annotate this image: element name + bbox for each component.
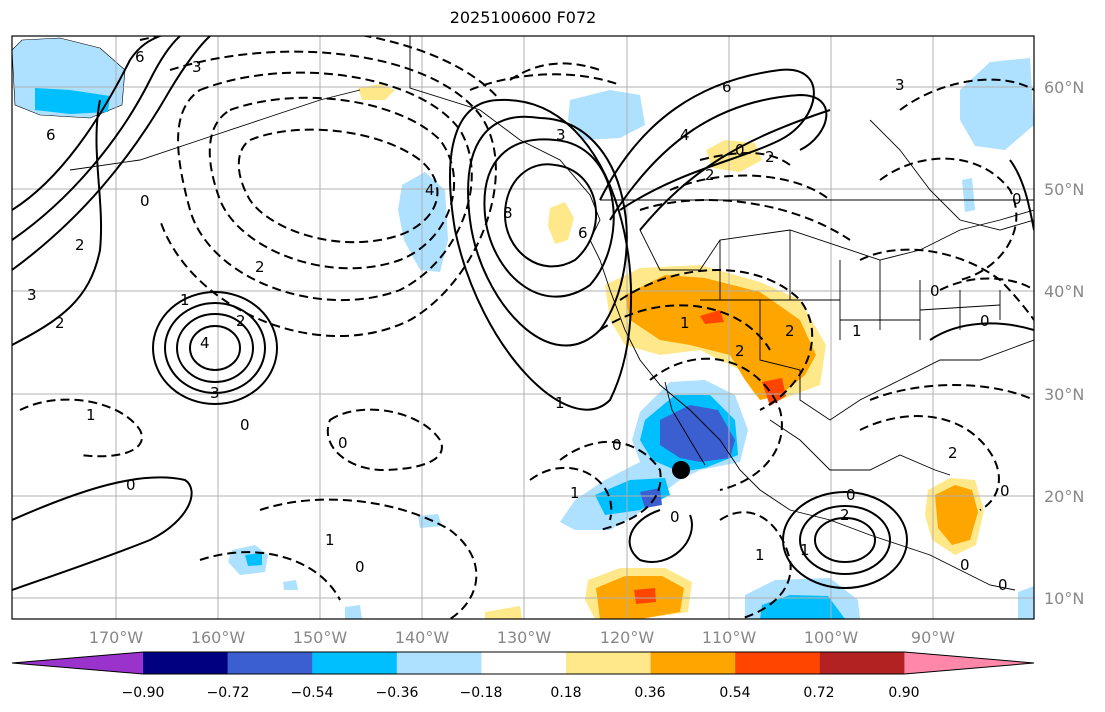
positive-contours — [12, 36, 1034, 591]
negative-contours — [19, 36, 1034, 619]
contour-label: 2 — [236, 312, 246, 330]
colorbar-ticks: −0.90 −0.72 −0.54 −0.36 −0.18 0.18 0.36 … — [122, 685, 920, 701]
colorbar-segment — [396, 652, 482, 674]
lon-label: 130°W — [497, 628, 552, 647]
contour-label: 3 — [192, 58, 202, 76]
lat-label: 30°N — [1044, 385, 1084, 404]
contour-label: 1 — [852, 322, 862, 340]
colorbar-tick-label: −0.72 — [207, 685, 250, 701]
colorbar-tick-label: 0.90 — [888, 685, 919, 701]
contour-label: 0 — [846, 486, 856, 504]
contour-label: 2 — [948, 444, 958, 462]
contour-label: 8 — [503, 204, 513, 222]
contour-label: 2 — [705, 166, 715, 184]
contour-label: 1 — [180, 291, 190, 309]
lon-label: 170°W — [89, 628, 144, 647]
contour-label: 1 — [570, 484, 580, 502]
contour-label: 0 — [140, 192, 150, 210]
contour-label: 4 — [200, 334, 210, 352]
colorbar-segment — [566, 652, 652, 674]
contour-label: 6 — [135, 48, 145, 66]
contour-label: 2 — [55, 314, 65, 332]
contour-label: 3 — [210, 384, 220, 402]
colorbar-segment — [227, 652, 313, 674]
colorbar-tick-label: 0.36 — [634, 685, 665, 701]
contour-label: 3 — [27, 286, 37, 304]
contour-label: 4 — [425, 181, 435, 199]
contour-label: 0 — [998, 576, 1008, 594]
contour-label: 2 — [75, 236, 85, 254]
colorbar-extend-high — [904, 652, 1034, 674]
contour-label: 0 — [930, 282, 940, 300]
colorbar-tick-label: −0.54 — [291, 685, 334, 701]
contour-label: 1 — [555, 394, 565, 412]
contour-label: 0 — [980, 312, 990, 330]
lon-label: 140°W — [395, 628, 450, 647]
contour-label: 0 — [612, 436, 622, 454]
colorbar-tick-label: −0.18 — [460, 685, 503, 701]
position-marker — [672, 461, 690, 479]
colorbar-tick-label: 0.54 — [719, 685, 750, 701]
colorbar-tick-label: −0.90 — [122, 685, 165, 701]
shaded-anomalies — [12, 37, 1034, 619]
contour-label: 1 — [86, 406, 96, 424]
contour-label: 6 — [578, 224, 588, 242]
lat-label: 40°N — [1044, 282, 1084, 301]
contour-label: 2 — [765, 148, 775, 166]
contour-label: 0 — [735, 141, 745, 159]
colorbar-segment — [819, 652, 905, 674]
contour-labels: 6 3 6 0 2 3 2 2 1 3 2 4 0 3 8 6 4 6 2 4 … — [27, 48, 1022, 594]
contour-label: 2 — [840, 506, 850, 524]
map-title: 2025100600 F072 — [449, 8, 597, 27]
colorbar-tick-label: 0.18 — [550, 685, 581, 701]
coastlines — [69, 36, 1034, 591]
contour-label: 2 — [255, 258, 265, 276]
contour-label: 2 — [785, 322, 795, 340]
colorbar-segment — [735, 652, 821, 674]
latitude-labels: 60°N 50°N 40°N 30°N 20°N 10°N — [1044, 78, 1084, 608]
contour-label: 0 — [960, 556, 970, 574]
lat-label: 50°N — [1044, 180, 1084, 199]
colorbar-tick-label: −0.36 — [376, 685, 419, 701]
contour-label: 0 — [240, 416, 250, 434]
contour-label: 6 — [46, 126, 56, 144]
lat-label: 20°N — [1044, 487, 1084, 506]
contour-label: 0 — [338, 434, 348, 452]
lon-label: 120°W — [600, 628, 655, 647]
contour-label: 2 — [735, 342, 745, 360]
colorbar-outline — [11, 651, 1035, 675]
contour-label: 3 — [895, 76, 905, 94]
contour-label: 0 — [126, 476, 136, 494]
contour-label: 0 — [355, 558, 365, 576]
colorbar-segment — [143, 652, 229, 674]
contour-label: 1 — [680, 314, 690, 332]
colorbar-segment — [650, 652, 736, 674]
contour-label: 1 — [800, 541, 810, 559]
contour-label: 0 — [1000, 482, 1010, 500]
contour-label: 3 — [556, 126, 566, 144]
colorbar — [11, 651, 1035, 675]
lat-label: 10°N — [1044, 589, 1084, 608]
map-frame — [11, 35, 1035, 620]
lon-label: 110°W — [702, 628, 757, 647]
lon-label: 90°W — [911, 628, 955, 647]
contour-label: 0 — [1012, 190, 1022, 208]
lon-label: 100°W — [804, 628, 859, 647]
colorbar-tick-label: 0.72 — [803, 685, 834, 701]
contour-label: 1 — [325, 531, 335, 549]
lat-label: 60°N — [1044, 78, 1084, 97]
contour-label: 1 — [755, 546, 765, 564]
longitude-labels: 170°W 160°W 150°W 140°W 130°W 120°W 110°… — [89, 628, 955, 647]
contour-label: 4 — [680, 126, 690, 144]
colorbar-segment — [481, 652, 567, 674]
lon-label: 160°W — [191, 628, 246, 647]
contour-label: 0 — [670, 508, 680, 526]
contour-label: 6 — [722, 78, 732, 96]
lon-label: 150°W — [293, 628, 348, 647]
colorbar-extend-low — [12, 652, 143, 674]
colorbar-segment — [312, 652, 398, 674]
